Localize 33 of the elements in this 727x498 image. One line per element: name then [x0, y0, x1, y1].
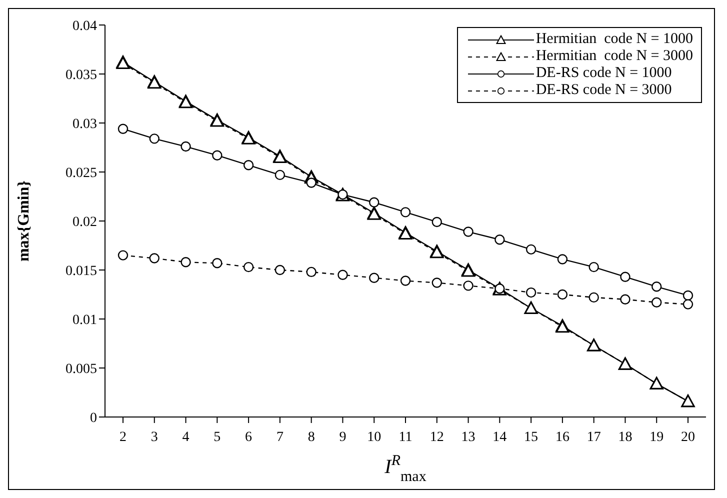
x-tick-label: 7 — [276, 430, 284, 445]
x-tick-label: 19 — [650, 430, 664, 445]
x-tick-label: 6 — [245, 430, 252, 445]
y-tick-label: 0.04 — [72, 18, 97, 34]
x-tick-label: 17 — [586, 430, 601, 445]
x-tick-label: 5 — [214, 430, 221, 445]
x-tick-label: 20 — [681, 430, 695, 445]
x-tick-label: 4 — [182, 430, 190, 445]
x-tick-label: 2 — [120, 430, 126, 445]
y-tick-label: 0.015 — [66, 264, 97, 279]
x-tick-label: 13 — [461, 430, 476, 445]
y-tick-label: 0 — [90, 410, 97, 426]
x-tick-label: 15 — [524, 430, 538, 445]
y-tick-label: 0.035 — [66, 68, 97, 83]
legend-label: DE-RS code N = 1000 — [536, 65, 672, 82]
y-axis-title: max{Gmin} — [16, 180, 33, 262]
x-tick-label: 11 — [398, 430, 412, 445]
y-tick-label: 0.025 — [66, 166, 97, 181]
x-tick-label: 9 — [339, 430, 346, 445]
x-tick-label: 8 — [308, 430, 315, 445]
legend-label: Hermitian code N = 3000 — [536, 48, 693, 65]
x-tick-label: 12 — [430, 430, 444, 445]
x-tick-label: 3 — [150, 430, 158, 445]
y-tick-label: 0.03 — [72, 116, 97, 132]
y-tick-label: 0.01 — [72, 312, 97, 328]
legend-label: Hermitian code N = 1000 — [536, 31, 693, 48]
x-tick-label: 16 — [555, 430, 570, 445]
x-tick-label: 18 — [618, 430, 632, 445]
y-tick-label: 0.02 — [72, 214, 97, 230]
y-tick-label: 0.005 — [66, 362, 97, 377]
legend-label: DE-RS code N = 3000 — [536, 82, 672, 99]
x-tick-label: 10 — [367, 430, 382, 445]
x-tick-label: 14 — [492, 430, 507, 445]
